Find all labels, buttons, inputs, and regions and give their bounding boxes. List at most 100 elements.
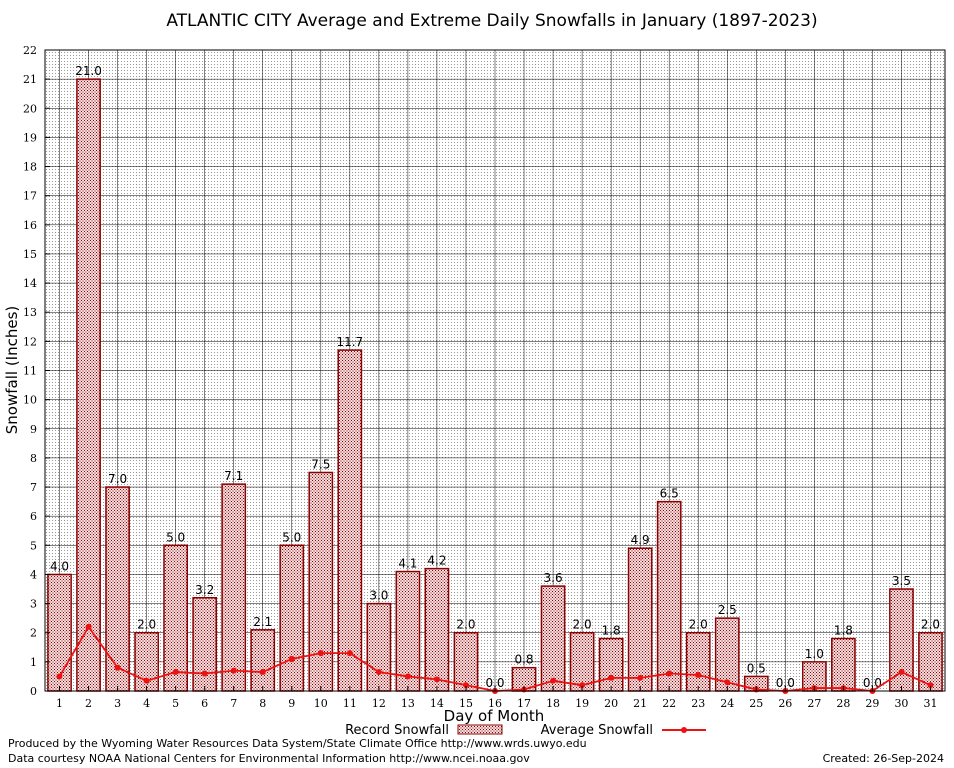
bar-label-10: 7.5 — [311, 457, 330, 471]
y-tick-label: 10 — [23, 394, 37, 407]
average-point-20 — [608, 674, 615, 681]
x-tick-label: 7 — [230, 697, 237, 710]
y-tick-label: 22 — [23, 44, 37, 57]
x-tick-label: 22 — [662, 697, 676, 710]
bar-label-9: 5.0 — [282, 530, 301, 544]
bar-7 — [221, 483, 247, 692]
bar-6 — [192, 597, 218, 692]
x-tick-label: 31 — [923, 697, 937, 710]
average-point-7 — [230, 667, 237, 674]
legend: Record Snowfall Average Snowfall — [345, 723, 706, 738]
x-tick-label: 6 — [201, 697, 208, 710]
y-tick-label: 21 — [23, 73, 37, 86]
bar-label-3: 7.0 — [108, 472, 127, 486]
bar-label-13: 4.1 — [398, 557, 417, 571]
y-axis-label: Snowfall (Inches) — [3, 306, 21, 434]
y-tick-label: 14 — [23, 277, 37, 290]
x-tick-label: 12 — [372, 697, 386, 710]
legend-record-swatch — [457, 724, 503, 735]
bar-label-21: 4.9 — [631, 533, 650, 547]
x-axis-label: Day of Month — [444, 707, 545, 725]
y-tick-label: 18 — [23, 161, 37, 174]
bar-23 — [685, 631, 711, 692]
x-tick-label: 20 — [604, 697, 618, 710]
y-tick-label: 9 — [30, 423, 37, 436]
average-point-19 — [579, 682, 586, 689]
average-point-8 — [259, 669, 266, 676]
x-axis-ticks: 1 2 3 4 5 6 7 8 9 10 11 12 13 14 15 16 17 18 19 20 21 22 23 24 2… — [56, 686, 937, 710]
bar-label-2: 21.0 — [75, 64, 102, 78]
x-tick-label: 14 — [430, 697, 444, 710]
x-tick-label: 9 — [288, 697, 295, 710]
average-point-24 — [724, 679, 731, 686]
footer-producer: Produced by the Wyoming Water Resources … — [8, 737, 587, 750]
bar-12 — [366, 602, 392, 692]
y-tick-label: 0 — [30, 685, 37, 698]
average-point-3 — [114, 664, 121, 671]
bar-labels: 4.0 21.0 7.0 2.0 5.0 3.2 7.1 2.1 5.0 7.5 11.7 3.0 4.… — [50, 64, 940, 690]
bar-label-24: 2.5 — [718, 603, 737, 617]
bar-10 — [308, 471, 334, 692]
footer-courtesy: Data courtesy NOAA National Centers for … — [8, 752, 530, 765]
bar-label-22: 6.5 — [660, 487, 679, 501]
x-tick-label: 19 — [575, 697, 589, 710]
x-tick-label: 23 — [691, 697, 705, 710]
average-point-30 — [898, 669, 905, 676]
bar-22 — [656, 500, 682, 692]
average-point-12 — [375, 669, 382, 676]
average-point-10 — [317, 650, 324, 657]
bar-label-25: 0.5 — [747, 661, 766, 675]
x-tick-label: 24 — [720, 697, 734, 710]
average-point-18 — [550, 677, 557, 684]
legend-average-label: Average Snowfall — [541, 723, 653, 738]
y-tick-label: 11 — [23, 365, 37, 378]
bar-8 — [250, 629, 276, 692]
x-tick-label: 2 — [85, 697, 92, 710]
bar-label-30: 3.5 — [892, 574, 911, 588]
bar-label-18: 3.6 — [544, 571, 563, 585]
average-point-2 — [85, 623, 92, 630]
x-tick-label: 5 — [172, 697, 179, 710]
bar-label-19: 2.0 — [573, 618, 592, 632]
bar-label-31: 2.0 — [921, 618, 940, 632]
y-tick-label: 6 — [30, 510, 37, 523]
bar-label-8: 2.1 — [253, 615, 272, 629]
x-tick-label: 25 — [749, 697, 763, 710]
x-tick-label: 8 — [259, 697, 266, 710]
bar-label-16: 0.0 — [485, 676, 504, 690]
x-tick-label: 3 — [114, 697, 121, 710]
bar-20 — [598, 637, 624, 692]
y-tick-label: 17 — [23, 190, 37, 203]
average-point-21 — [637, 674, 644, 681]
y-tick-label: 4 — [30, 568, 37, 581]
bar-label-28: 1.8 — [834, 624, 853, 638]
x-tick-label: 28 — [836, 697, 850, 710]
x-tick-label: 30 — [894, 697, 908, 710]
y-tick-label: 1 — [30, 656, 37, 669]
bar-18 — [540, 585, 566, 692]
y-tick-label: 20 — [23, 102, 37, 115]
x-tick-label: 27 — [807, 697, 821, 710]
x-tick-label: 18 — [546, 697, 560, 710]
legend-average-marker — [681, 727, 687, 733]
bar-14 — [424, 567, 450, 692]
average-point-6 — [201, 670, 208, 677]
average-point-1 — [56, 673, 63, 680]
y-tick-label: 15 — [23, 248, 37, 261]
average-point-9 — [288, 655, 295, 662]
bar-9 — [279, 544, 305, 692]
bar-label-7: 7.1 — [224, 469, 243, 483]
y-tick-label: 16 — [23, 219, 37, 232]
bar-label-5: 5.0 — [166, 530, 185, 544]
bar-label-23: 2.0 — [689, 618, 708, 632]
x-tick-label: 17 — [517, 697, 531, 710]
bar-label-12: 3.0 — [369, 589, 388, 603]
average-point-13 — [404, 673, 411, 680]
bar-label-15: 2.0 — [456, 618, 475, 632]
average-point-15 — [462, 682, 469, 689]
bar-label-6: 3.2 — [195, 583, 214, 597]
chart-title: ATLANTIC CITY Average and Extreme Daily … — [166, 11, 817, 31]
average-point-23 — [695, 671, 702, 678]
